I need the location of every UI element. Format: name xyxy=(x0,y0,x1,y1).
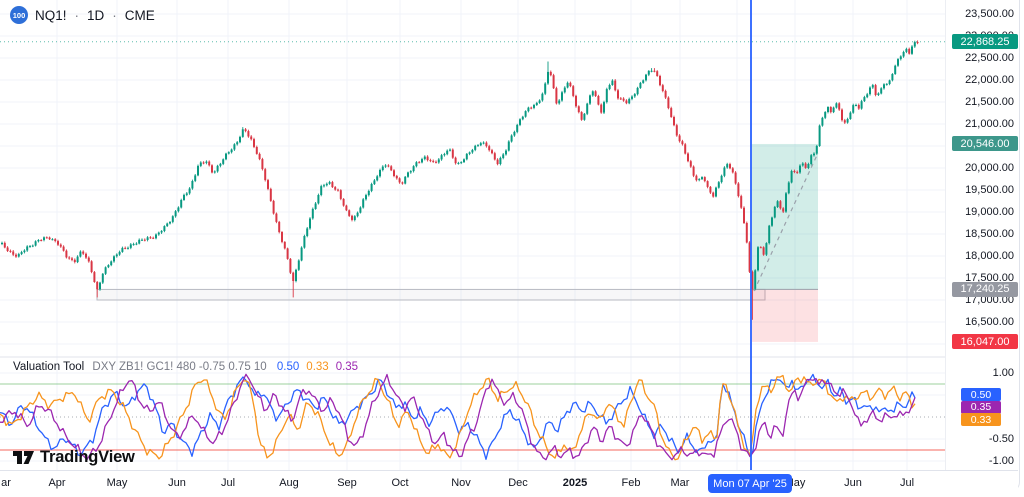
indicator-value: 0.33 xyxy=(306,361,329,373)
price-tick: 18,500.00 xyxy=(965,227,1014,240)
price-tick: 18,000.00 xyxy=(965,249,1014,262)
value-tick: -1.00 xyxy=(988,454,1014,467)
price-badge: 17,240.25 xyxy=(952,281,1018,297)
tradingview-logo[interactable]: TradingView xyxy=(13,448,135,467)
price-tick: 17,500.00 xyxy=(965,271,1014,284)
time-tick: Aug xyxy=(279,477,299,489)
price-tick: 16,500.00 xyxy=(965,315,1014,328)
value-badge: 0.33 xyxy=(961,413,1001,426)
time-tick: Mar xyxy=(670,477,690,489)
chart-plot-area[interactable] xyxy=(0,0,945,470)
indicator-params: DXY ZB1! GC1! 480 -0.75 0.75 10 xyxy=(92,361,267,373)
symbol-logo-icon: 100 xyxy=(10,6,28,24)
symbol-exchange: CME xyxy=(124,7,155,23)
price-axis[interactable]: 23,500.0023,000.0022,500.0022,000.0021,5… xyxy=(945,0,1024,470)
oscillator-line xyxy=(0,373,916,461)
indicator-legend[interactable]: Valuation Tool DXY ZB1! GC1! 480 -0.75 0… xyxy=(13,361,358,373)
price-tick: 20,000.00 xyxy=(965,161,1014,174)
chart-canvas[interactable] xyxy=(0,0,945,470)
value-tick: 1.00 xyxy=(992,366,1014,379)
time-tick: Feb xyxy=(621,477,641,489)
tradingview-logo-text: TradingView xyxy=(40,448,135,466)
time-tick: Jun xyxy=(168,477,186,489)
price-tick: 22,000.00 xyxy=(965,73,1014,86)
event-vertical-line[interactable] xyxy=(749,0,752,470)
time-tick: Jul xyxy=(899,477,915,489)
oscillator-line xyxy=(0,373,916,460)
indicator-title: Valuation Tool xyxy=(13,361,85,373)
price-badge: 20,546.00 xyxy=(952,136,1018,152)
date-badge: Mon 07 Apr '25 xyxy=(708,474,792,493)
time-tick: ar xyxy=(1,477,11,489)
oscillator-line xyxy=(0,374,916,461)
time-tick: May xyxy=(106,477,128,489)
time-tick: 2025 xyxy=(562,477,588,489)
time-tick: Apr xyxy=(48,477,66,489)
symbol-name: NQ1! xyxy=(35,7,67,23)
time-tick: Oct xyxy=(391,477,409,489)
price-tick: 22,500.00 xyxy=(965,51,1014,64)
tradingview-mark-icon xyxy=(13,451,34,464)
time-tick: Sep xyxy=(337,477,357,489)
price-tick: 21,500.00 xyxy=(965,95,1014,108)
time-axis[interactable]: ar Apr May Jun Jul Aug Sep Oct Nov Dec 2025 Feb Mar M… xyxy=(0,470,1018,497)
symbol-legend[interactable]: 100 NQ1! · 1D · CME xyxy=(10,6,155,24)
value-badge: 0.35 xyxy=(961,400,1001,414)
time-tick: Jun xyxy=(844,477,862,489)
indicator-value: 0.50 xyxy=(276,361,300,373)
price-tick: 23,500.00 xyxy=(965,7,1014,20)
indicator-values: 0.50 0.33 0.35 xyxy=(270,361,358,373)
value-badge: 0.50 xyxy=(961,388,1001,401)
price-tick: 21,000.00 xyxy=(965,117,1014,130)
time-tick: Jul xyxy=(220,477,236,489)
legend-separator: · xyxy=(74,7,80,23)
symbol-interval: 1D xyxy=(87,7,105,23)
price-tick: 19,500.00 xyxy=(965,183,1014,196)
indicator-value: 0.35 xyxy=(335,361,359,373)
time-tick: Dec xyxy=(508,477,528,489)
legend-separator: · xyxy=(112,7,117,23)
time-tick: Nov xyxy=(451,477,471,489)
price-tick: 19,000.00 xyxy=(965,205,1014,218)
price-badge: 16,047.00 xyxy=(952,334,1018,350)
price-badge: 22,868.25 xyxy=(952,34,1018,50)
value-tick: -0.50 xyxy=(988,432,1014,445)
